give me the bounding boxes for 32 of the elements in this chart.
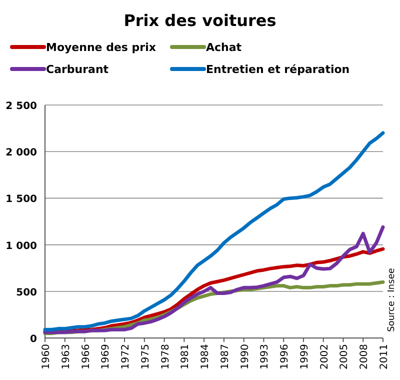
source-note: Source : Insee: [387, 268, 397, 332]
legend-label: Carburant: [46, 63, 109, 76]
x-tick-label: 2002: [319, 344, 330, 370]
x-tick-label: 1975: [140, 344, 152, 370]
y-tick-label: 2 000: [6, 148, 38, 159]
y-tick-label: 1 500: [6, 194, 38, 206]
x-tick-label: 1996: [280, 344, 291, 370]
x-tick-label: 1990: [240, 344, 251, 370]
x-tick-label: 1969: [100, 344, 112, 370]
x-tick-label: 1978: [160, 344, 172, 370]
legend-label: Achat: [206, 41, 242, 54]
y-tick-label: 2 500: [6, 101, 38, 112]
x-tick-label: 2011: [379, 344, 390, 370]
line-series: [43, 225, 385, 334]
line-series: [43, 131, 385, 332]
x-tick-label: 1966: [80, 344, 92, 370]
x-tick-label: 2005: [339, 344, 350, 370]
chart-title: Prix des voitures: [124, 11, 276, 30]
x-tick-label: 1993: [260, 344, 271, 370]
x-tick-label: 1984: [200, 344, 212, 370]
x-tick-label: 2008: [359, 344, 370, 370]
y-tick-label: 500: [16, 287, 38, 298]
x-tick-label: 1981: [180, 344, 192, 370]
x-tick-label: 1960: [41, 344, 52, 370]
y-tick-label: 1 000: [6, 240, 38, 252]
legend-label: Entretien et réparation: [206, 63, 350, 76]
x-tick-label: 1999: [299, 344, 310, 370]
x-tick-label: 1972: [120, 344, 132, 370]
x-tick-label: 1963: [60, 344, 72, 370]
y-tick-label: 0: [30, 334, 38, 345]
x-tick-label: 1987: [220, 344, 231, 370]
legend-label: Moyenne des prix: [46, 41, 156, 54]
